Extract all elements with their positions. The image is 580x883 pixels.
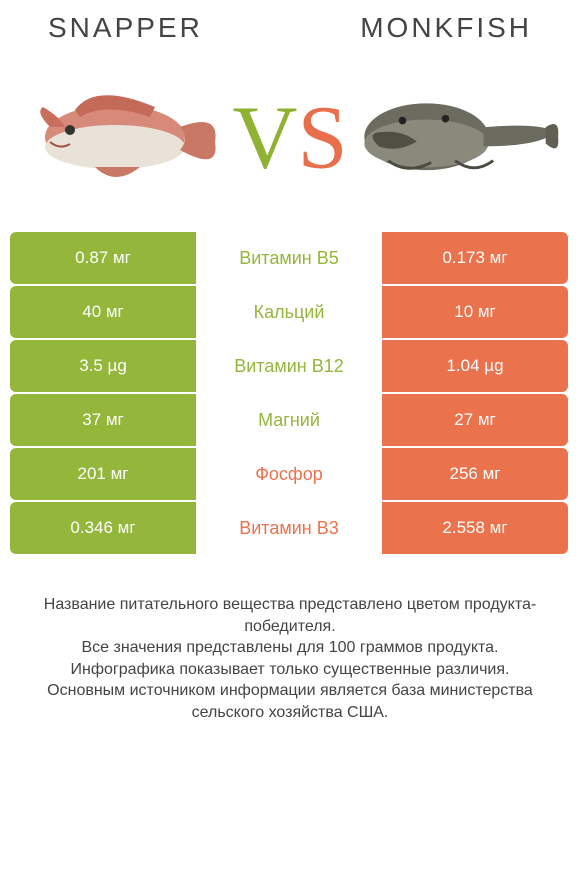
value-right: 27 мг bbox=[382, 394, 568, 446]
value-right: 1.04 µg bbox=[382, 340, 568, 392]
footer-line: Основным источником информации является … bbox=[26, 680, 554, 723]
nutrient-name: Фосфор bbox=[196, 448, 382, 500]
monkfish-image bbox=[350, 62, 560, 202]
vs-label: VS bbox=[232, 87, 347, 190]
nutrient-name: Витамин B12 bbox=[196, 340, 382, 392]
value-left: 40 мг bbox=[10, 286, 196, 338]
nutrient-name: Магний bbox=[196, 394, 382, 446]
nutrient-name: Витамин B5 bbox=[196, 232, 382, 284]
value-left: 0.346 мг bbox=[10, 502, 196, 554]
table-row: 40 мгКальций10 мг bbox=[10, 286, 570, 338]
nutrient-name: Кальций bbox=[196, 286, 382, 338]
nutrient-name: Витамин B3 bbox=[196, 502, 382, 554]
value-right: 0.173 мг bbox=[382, 232, 568, 284]
table-row: 0.346 мгВитамин B32.558 мг bbox=[10, 502, 570, 554]
value-right: 2.558 мг bbox=[382, 502, 568, 554]
table-row: 201 мгФосфор256 мг bbox=[10, 448, 570, 500]
vs-v: V bbox=[232, 89, 297, 188]
nutrient-table: 0.87 мгВитамин B50.173 мг40 мгКальций10 … bbox=[10, 232, 570, 554]
header: Snapper Monkfish bbox=[0, 0, 580, 44]
title-right: Monkfish bbox=[360, 12, 532, 44]
footer-line: Все значения представлены для 100 граммо… bbox=[26, 637, 554, 659]
value-left: 0.87 мг bbox=[10, 232, 196, 284]
value-left: 37 мг bbox=[10, 394, 196, 446]
footer-line: Инфографика показывает только существенн… bbox=[26, 659, 554, 681]
value-right: 10 мг bbox=[382, 286, 568, 338]
vs-s: S bbox=[297, 89, 347, 188]
footer-line: Название питательного вещества представл… bbox=[26, 594, 554, 637]
title-left: Snapper bbox=[48, 12, 203, 44]
footer-note: Название питательного вещества представл… bbox=[0, 556, 580, 724]
table-row: 3.5 µgВитамин B121.04 µg bbox=[10, 340, 570, 392]
images-row: VS bbox=[0, 44, 580, 232]
table-row: 0.87 мгВитамин B50.173 мг bbox=[10, 232, 570, 284]
value-right: 256 мг bbox=[382, 448, 568, 500]
snapper-image bbox=[20, 62, 230, 202]
table-row: 37 мгМагний27 мг bbox=[10, 394, 570, 446]
value-left: 201 мг bbox=[10, 448, 196, 500]
value-left: 3.5 µg bbox=[10, 340, 196, 392]
